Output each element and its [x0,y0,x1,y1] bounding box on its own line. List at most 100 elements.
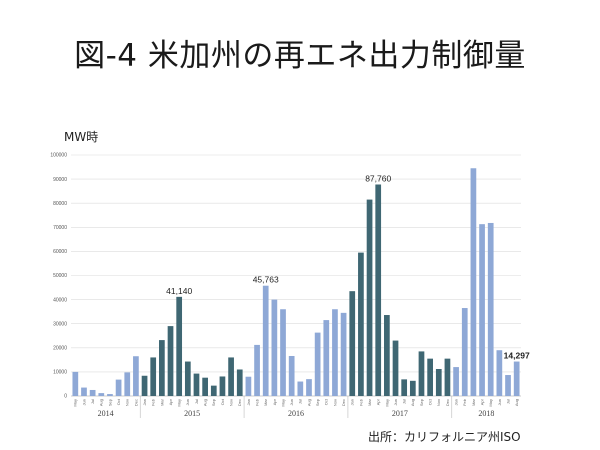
bar-2015-mar [159,340,165,396]
bar-2015-jun [184,361,191,396]
bar-2014-jul [89,389,96,396]
bar-2015-jul [193,373,200,396]
x-tick-label: Jun [393,399,398,405]
x-tick-label: Jul [90,399,95,404]
x-tick-label: Dec [445,399,450,406]
bar-2018-aug [513,361,520,396]
x-tick-label: Jun [81,399,86,405]
bar-2014-nov [124,372,131,396]
x-tick-label: Aug [306,399,311,406]
bar-2015-aug [202,377,208,396]
bar-2018-jul [505,375,511,396]
x-tick-label: Mar [263,398,268,406]
y-tick-label: 60000 [53,249,67,255]
bar-2015-jan [141,375,148,396]
x-tick-label: Jun [289,399,294,405]
bar-2018-jun [496,350,503,396]
x-tick-label: Sep [419,398,424,406]
x-tick-label: Apr [376,398,381,405]
bar-2016-jan [245,376,252,396]
x-tick-label: Jul [194,399,199,404]
bar-2017-aug [409,380,416,396]
bar-2016-dec [340,312,347,396]
x-tick-label: Sep [315,398,320,406]
bar-2017-mar [366,199,373,396]
bar-2016-mar [262,285,269,396]
x-tick-label: Jan [142,399,147,405]
bar-2016-sep [314,332,321,396]
x-tick-label: Oct [220,398,225,405]
year-label: 2016 [288,409,304,418]
x-tick-label: Apr [479,398,484,405]
y-tick-label: 0 [64,394,67,400]
x-tick-label: May [488,399,493,407]
bar-2014-may [72,371,79,396]
x-tick-label: Jul [298,399,303,404]
y-tick-label: 10000 [53,370,67,376]
bar-2016-apr [271,299,278,396]
bar-2018-mar [470,168,477,396]
x-tick-label: May [73,399,78,407]
x-tick-label: Aug [514,399,519,406]
bar-2018-may [487,222,494,396]
bar-2015-nov [228,357,234,396]
bar-2017-may [384,315,390,396]
year-label: 2015 [184,409,200,418]
x-tick-label: Oct [428,398,433,405]
bar-2014-oct [115,379,122,396]
x-tick-label: Jan [350,399,355,405]
x-tick-label: Nov [332,399,337,406]
y-tick-label: 90000 [53,177,67,183]
bar-2014-dec [133,356,139,396]
x-tick-label: Nov [228,399,233,406]
x-axis-year-labels: 2014 2015 2016 2017 2018 [98,396,494,418]
x-tick-label: Feb [254,398,259,406]
x-tick-label: Dec [341,399,346,406]
bars [72,168,520,396]
bar-2016-aug [306,379,312,396]
x-tick-label: Apr [168,398,173,405]
bar-2018-feb [461,308,468,396]
x-tick-label: Jul [402,399,407,404]
x-tick-label: Jan [453,399,458,405]
bar-2017-oct [427,358,433,396]
bar-2016-nov [332,309,338,396]
bar-2016-feb [254,344,260,396]
x-tick-label: Jun [185,399,190,405]
bar-2015-feb [150,357,157,396]
y-tick-label: 40000 [53,297,67,303]
data-label: 87,760 [365,173,391,183]
x-tick-label: Sep [211,398,216,406]
x-tick-label: Aug [99,399,104,406]
bar-2017-jul [401,379,408,396]
page-title: 図-4 米加州の再エネ出力制御量 [74,38,526,74]
bar-2014-sep [107,394,113,396]
bar-2015-may [176,296,183,396]
x-tick-label: Dec [133,399,138,406]
x-tick-label: Sep [107,398,112,406]
bar-2017-jan [349,291,356,396]
x-tick-label: Feb [462,398,467,406]
bar-2016-may [280,309,286,396]
bar-2017-sep [418,351,425,396]
x-tick-label: Aug [410,399,415,406]
year-label: 2017 [392,409,408,418]
x-tick-label: May [280,399,285,407]
x-tick-label: Aug [203,399,208,406]
x-tick-label: Jan [246,399,251,405]
bar-2018-apr [479,224,485,396]
y-axis-ticks: 0 10000 20000 30000 40000 50000 60000 70000 8000… [50,153,67,400]
x-tick-label: Feb [151,398,156,406]
data-labels: 41,140 45,763 87,760 14,297 [166,173,530,360]
bar-2017-nov [435,369,442,396]
bar-2015-oct [219,376,226,396]
x-tick-label: Jul [505,399,510,404]
x-tick-label: Feb [358,398,363,406]
bar-2015-dec [236,369,243,396]
data-label: 41,140 [166,286,192,296]
bar-2015-apr [167,326,174,396]
x-tick-label: May [177,399,182,407]
x-tick-label: Oct [324,398,329,405]
bar-2017-apr [375,184,382,396]
